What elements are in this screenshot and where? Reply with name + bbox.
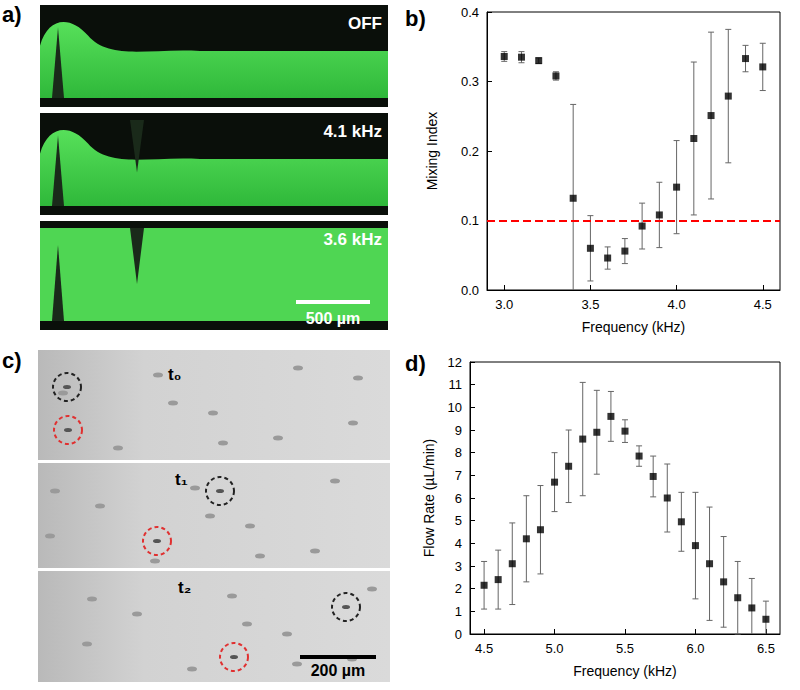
- svg-text:3.5: 3.5: [581, 297, 599, 312]
- svg-text:d): d): [405, 351, 426, 376]
- svg-text:3.0: 3.0: [495, 297, 513, 312]
- svg-text:1: 1: [455, 604, 462, 619]
- svg-text:4: 4: [455, 536, 462, 551]
- svg-text:a): a): [2, 2, 22, 27]
- svg-text:0.0: 0.0: [461, 283, 479, 298]
- svg-text:0.4: 0.4: [461, 5, 479, 20]
- svg-text:OFF: OFF: [348, 14, 382, 33]
- svg-text:0.1: 0.1: [461, 213, 479, 228]
- svg-text:c): c): [2, 348, 22, 373]
- svg-text:6: 6: [455, 491, 462, 506]
- svg-text:200 µm: 200 µm: [311, 662, 366, 679]
- svg-text:t₂: t₂: [178, 578, 191, 597]
- svg-text:11: 11: [449, 377, 463, 392]
- svg-text:5.5: 5.5: [616, 641, 634, 656]
- svg-text:9: 9: [455, 423, 462, 438]
- svg-text:5: 5: [455, 513, 462, 528]
- svg-text:4.1 kHz: 4.1 kHz: [323, 122, 382, 141]
- svg-text:t₁: t₁: [175, 470, 188, 489]
- svg-text:500 µm: 500 µm: [306, 310, 361, 327]
- svg-text:4.5: 4.5: [475, 641, 493, 656]
- svg-text:3.6 kHz: 3.6 kHz: [323, 230, 382, 249]
- svg-text:8: 8: [455, 445, 462, 460]
- svg-text:Frequency (kHz): Frequency (kHz): [582, 319, 685, 335]
- svg-text:Mixing Index: Mixing Index: [424, 112, 440, 191]
- svg-text:7: 7: [455, 468, 462, 483]
- svg-text:4.5: 4.5: [754, 297, 772, 312]
- svg-text:4.0: 4.0: [668, 297, 686, 312]
- svg-text:t₀: t₀: [168, 365, 181, 384]
- svg-text:Flow Rate (µL/min): Flow Rate (µL/min): [421, 439, 437, 558]
- svg-text:0.2: 0.2: [461, 144, 479, 159]
- svg-text:12: 12: [448, 355, 462, 370]
- svg-text:5.0: 5.0: [546, 641, 564, 656]
- svg-text:0.3: 0.3: [461, 74, 479, 89]
- svg-text:3: 3: [455, 559, 462, 574]
- svg-text:10: 10: [448, 400, 462, 415]
- svg-text:2: 2: [455, 581, 462, 596]
- svg-text:Frequency (kHz): Frequency (kHz): [573, 663, 676, 679]
- svg-text:6.5: 6.5: [757, 641, 775, 656]
- svg-text:0: 0: [455, 627, 462, 642]
- svg-text:6.0: 6.0: [686, 641, 704, 656]
- svg-text:b): b): [405, 6, 426, 31]
